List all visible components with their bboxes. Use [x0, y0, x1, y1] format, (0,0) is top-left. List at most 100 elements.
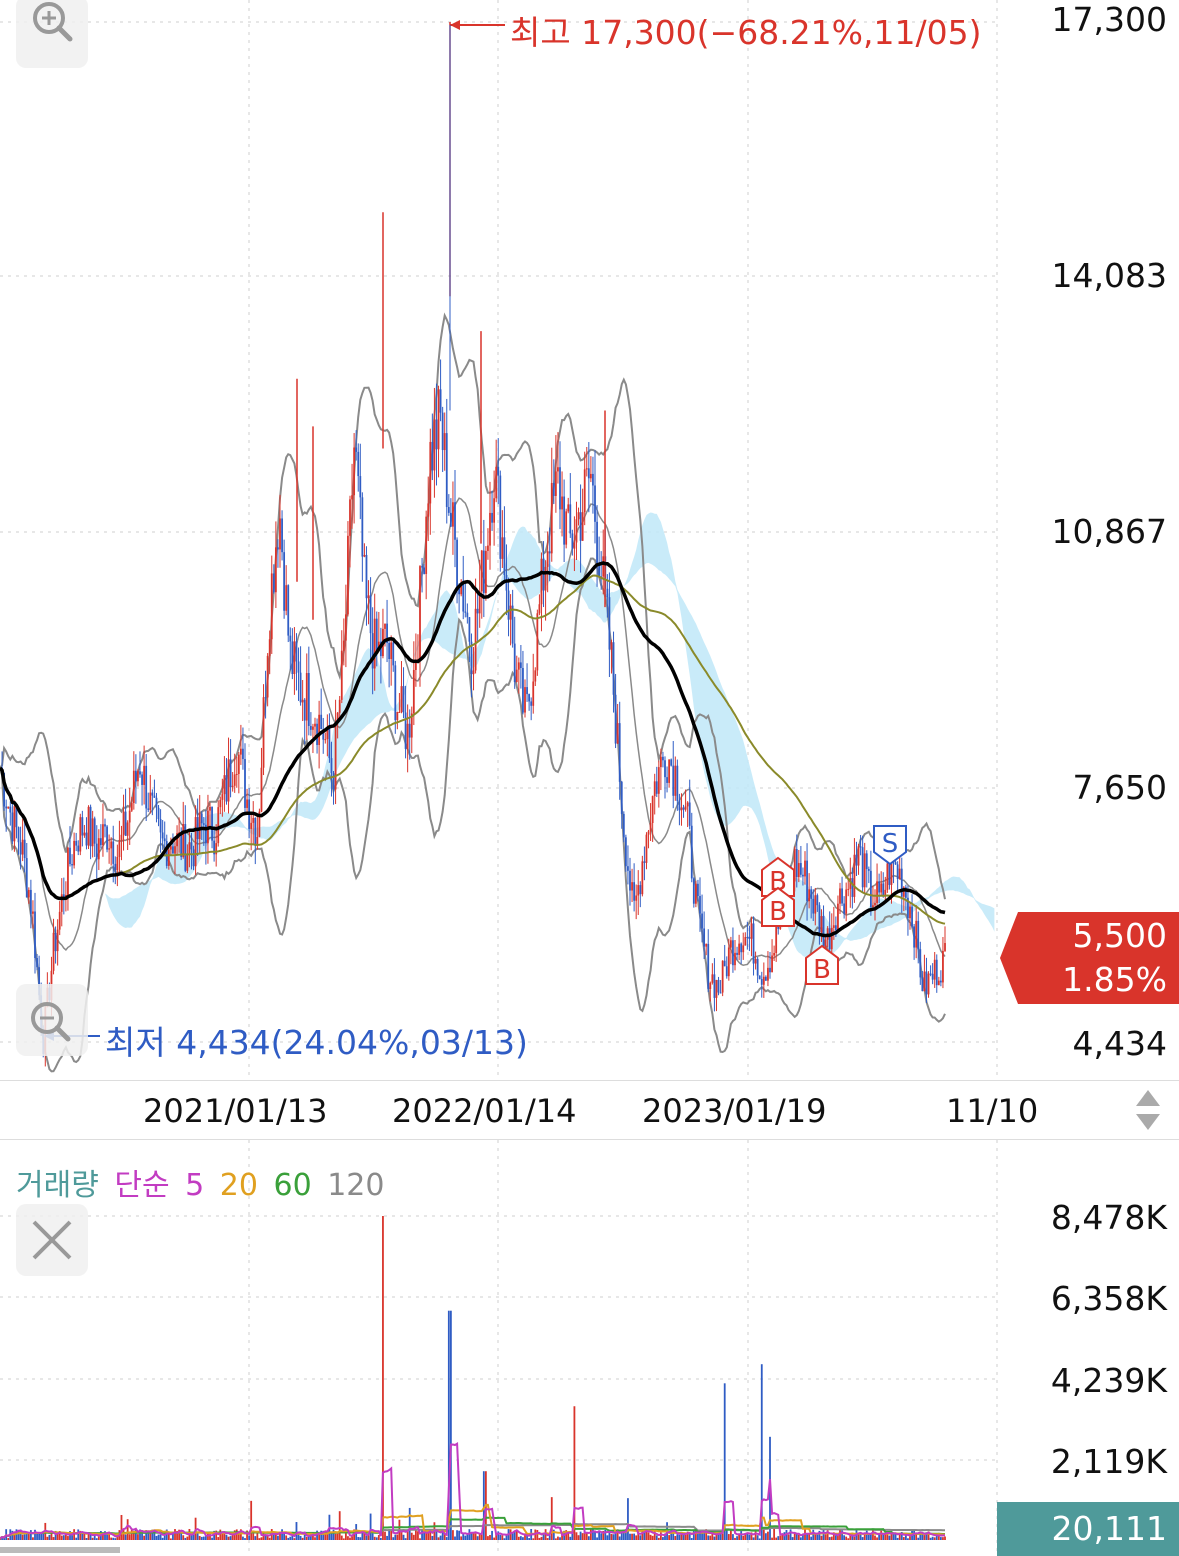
volume-ma20 — [0, 1503, 945, 1540]
candle-body — [524, 687, 526, 713]
candle-body — [907, 897, 909, 919]
volume-bar — [417, 1531, 419, 1540]
candle-body — [760, 978, 763, 985]
candle-body — [320, 714, 323, 730]
volume-bar — [501, 1535, 504, 1540]
candle-body — [843, 903, 846, 914]
candle-body — [36, 957, 38, 968]
candle-body — [583, 469, 586, 513]
candle-body — [174, 846, 176, 854]
candle-body — [143, 765, 146, 785]
candle-body — [513, 643, 516, 683]
volume-bar — [818, 1530, 821, 1540]
candle-body — [431, 441, 434, 471]
zoom-out-button[interactable] — [16, 984, 88, 1056]
candle-body — [332, 773, 335, 790]
volume-bar — [365, 1535, 368, 1540]
volume-bar — [445, 1537, 448, 1540]
candle-body — [139, 771, 141, 775]
candle-body — [515, 669, 518, 683]
volume-bar — [299, 1535, 302, 1540]
candle-body — [647, 831, 650, 835]
volume-bar — [919, 1532, 922, 1540]
bollinger-lower — [0, 557, 946, 1073]
volume-bar — [641, 1529, 644, 1540]
volume-bar — [493, 1537, 496, 1540]
close-volume-button[interactable] — [16, 1204, 88, 1276]
price-tick-label: 14,083 — [1051, 256, 1167, 295]
candle-body — [67, 847, 69, 895]
volume-bar — [832, 1532, 835, 1540]
chart-resize-handle[interactable] — [1128, 1086, 1168, 1134]
volume-bar — [235, 1529, 238, 1540]
candle-body — [851, 878, 854, 897]
volume-bar — [651, 1535, 654, 1540]
volume-bar — [19, 1529, 22, 1540]
volume-bar — [15, 1529, 18, 1540]
volume-bar — [795, 1534, 798, 1540]
volume-bar — [384, 1531, 386, 1540]
candle-body — [839, 888, 841, 904]
candle-body — [75, 840, 78, 846]
volume-bar — [260, 1537, 263, 1540]
candle-body — [120, 834, 123, 841]
volume-bar — [64, 1534, 67, 1540]
date-tick-label: 11/10 — [946, 1092, 1039, 1130]
candle-body — [137, 771, 139, 782]
candle-body — [202, 823, 205, 825]
volume-bar — [149, 1531, 152, 1540]
candle-body — [717, 979, 720, 993]
candle-body — [707, 943, 710, 989]
volume-bar — [394, 1534, 397, 1540]
volume-bar — [944, 1536, 946, 1540]
price-candles — [1, 22, 946, 1067]
candle-body — [478, 591, 481, 614]
current-price-tag: 5,500 1.85% — [1000, 912, 1179, 1004]
candle-body — [134, 770, 137, 782]
candle-body — [169, 846, 172, 850]
candle-body — [664, 760, 666, 778]
candle-body — [705, 943, 708, 947]
candle-body — [927, 973, 930, 995]
candle-body — [439, 389, 442, 413]
candle-body — [884, 889, 887, 897]
candle-body — [246, 799, 248, 808]
candle-body — [423, 567, 426, 574]
volume-bar — [719, 1532, 722, 1540]
volume-bar — [134, 1530, 137, 1540]
candle-body — [845, 889, 848, 914]
candle-body — [585, 468, 588, 470]
candle-body — [808, 889, 811, 902]
volume-bar — [143, 1535, 146, 1540]
candle-body — [235, 774, 238, 776]
volume-bar — [509, 1529, 512, 1540]
candle-body — [554, 471, 557, 496]
volume-bar — [499, 1534, 502, 1540]
volume-bar — [705, 1529, 708, 1540]
candle-body — [194, 817, 197, 867]
candle-body — [612, 642, 615, 695]
volume-bar — [713, 1536, 716, 1540]
volume-bar — [256, 1531, 259, 1540]
zoom-in-button[interactable] — [16, 0, 88, 68]
candle-body — [898, 868, 901, 879]
candle-body — [769, 967, 771, 973]
candle-body — [215, 843, 218, 855]
volume-bar — [46, 1536, 49, 1540]
volume-bar — [252, 1531, 255, 1540]
volume-bar — [110, 1537, 113, 1540]
candle-body — [262, 697, 265, 768]
volume-bar — [25, 1531, 28, 1540]
volume-bar — [480, 1533, 483, 1540]
candle-body — [73, 840, 76, 866]
candle-body — [151, 792, 154, 796]
volume-bar — [637, 1530, 640, 1540]
candle-body — [528, 694, 531, 702]
volume-bar — [577, 1535, 580, 1540]
candle-body — [25, 858, 28, 898]
volume-bar — [773, 1526, 776, 1540]
volume-bar — [554, 1538, 557, 1540]
candle-body — [312, 726, 314, 730]
volume-bar — [789, 1529, 792, 1540]
volume-bar — [126, 1519, 129, 1540]
